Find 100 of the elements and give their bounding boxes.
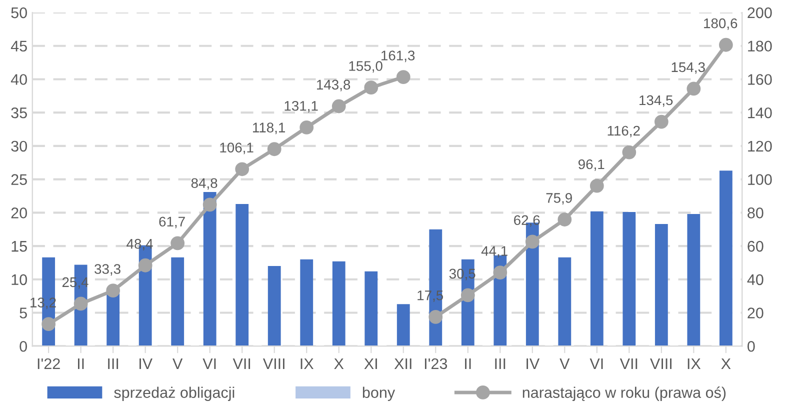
point <box>493 266 508 280</box>
bar <box>268 266 281 346</box>
point <box>686 82 701 96</box>
y-tick-label: 30 <box>11 140 27 152</box>
x-tick-label: VI <box>590 358 603 369</box>
point <box>202 198 217 212</box>
y2-tick-label: 60 <box>748 240 764 252</box>
point <box>364 80 378 95</box>
y2-tick-label: 0 <box>748 340 755 352</box>
bar <box>332 261 346 346</box>
bar <box>396 304 410 346</box>
bar <box>236 204 249 346</box>
point <box>654 114 668 129</box>
point <box>267 142 282 156</box>
y-tick-label: 0 <box>20 340 27 352</box>
point <box>558 212 572 226</box>
bar <box>622 212 636 346</box>
data-label: 44,1 <box>481 246 508 258</box>
x-tick-label: IX <box>688 358 701 369</box>
x-tick-label: IV <box>526 358 540 369</box>
x-tick-label: V <box>560 358 570 369</box>
point <box>235 162 250 176</box>
point <box>138 258 152 272</box>
x-tick-label: IX <box>300 358 314 369</box>
y2-tick-label: 40 <box>747 274 764 286</box>
bar <box>687 214 700 346</box>
y2-tick-label: 20 <box>748 308 764 318</box>
bar <box>654 224 668 346</box>
point <box>590 178 604 193</box>
bar <box>106 293 120 346</box>
x-tick-label: VIII <box>262 358 284 369</box>
data-label: 134,5 <box>640 95 673 107</box>
bar <box>300 259 314 346</box>
data-label: 48,4 <box>126 238 153 250</box>
y-tick-label: 10 <box>12 274 27 286</box>
point <box>428 310 443 324</box>
data-label: 154,3 <box>672 62 705 74</box>
data-label: 96,1 <box>578 159 604 171</box>
x-tick-label: X <box>334 358 344 369</box>
y-tick-label: 50 <box>11 7 27 18</box>
bar <box>364 271 378 346</box>
y2-tick-label: 200 <box>748 7 772 18</box>
point <box>332 99 346 114</box>
point <box>718 38 733 52</box>
data-label: 143,8 <box>316 80 350 92</box>
x-tick-label: XII <box>394 358 412 369</box>
data-label: 161,3 <box>382 50 415 62</box>
y2-tick-label: 100 <box>748 174 772 185</box>
data-label: 33,3 <box>94 264 120 276</box>
point <box>300 120 314 134</box>
x-tick-label: VII <box>620 358 638 369</box>
data-label: 180,6 <box>704 18 738 30</box>
legend-label: sprzedaż obligacji <box>114 386 234 401</box>
point <box>106 284 120 298</box>
y2-tick-label: 140 <box>748 107 772 118</box>
y-tick-label: 35 <box>11 107 27 118</box>
data-label: 61,7 <box>159 216 185 228</box>
x-tick-label: II <box>78 358 84 369</box>
x-tick-label: V <box>172 358 183 369</box>
point <box>396 70 410 84</box>
x-tick-label: VIII <box>650 358 672 369</box>
point <box>42 317 56 332</box>
y-tick-label: 40 <box>10 74 27 85</box>
bar <box>203 192 216 346</box>
data-label: 106,1 <box>220 142 254 154</box>
y2-tick-label: 180 <box>748 40 772 52</box>
x-tick-label: XI <box>364 358 377 369</box>
x-tick-label: VII <box>232 358 250 369</box>
data-label: 75,9 <box>546 193 572 205</box>
legend-label: bony <box>362 386 396 401</box>
bar <box>558 257 572 346</box>
x-tick-label: III <box>108 358 118 369</box>
x-tick-label: VI <box>202 358 216 369</box>
x-tick-label: X <box>721 358 731 369</box>
data-label: 118,1 <box>252 122 285 134</box>
bar <box>719 170 732 346</box>
y-tick-label: 15 <box>12 241 27 252</box>
bar <box>171 257 184 346</box>
y-tick-label: 45 <box>10 40 27 52</box>
y2-tick-label: 120 <box>748 140 772 152</box>
y-tick-label: 5 <box>20 308 27 318</box>
data-label: 84,8 <box>191 178 218 190</box>
point <box>460 288 475 302</box>
point <box>622 145 636 160</box>
point <box>170 236 185 250</box>
x-tick-label: IV <box>140 358 152 369</box>
data-label: 62,6 <box>514 215 540 227</box>
x-tick-label: I'22 <box>38 358 60 369</box>
y-tick-label: 20 <box>11 208 27 218</box>
x-tick-label: II <box>465 358 471 369</box>
point <box>74 296 88 311</box>
data-label: 116,2 <box>608 126 640 138</box>
y2-tick-label: 80 <box>748 208 764 218</box>
data-label: 131,1 <box>284 100 318 112</box>
x-tick-label: III <box>495 358 506 369</box>
legend-label: narastająco w roku (prawa oś) <box>522 386 726 401</box>
point <box>525 234 540 249</box>
x-tick-label: I'23 <box>424 358 448 370</box>
y-tick-label: 25 <box>11 174 27 185</box>
data-label: 155,0 <box>349 61 382 73</box>
